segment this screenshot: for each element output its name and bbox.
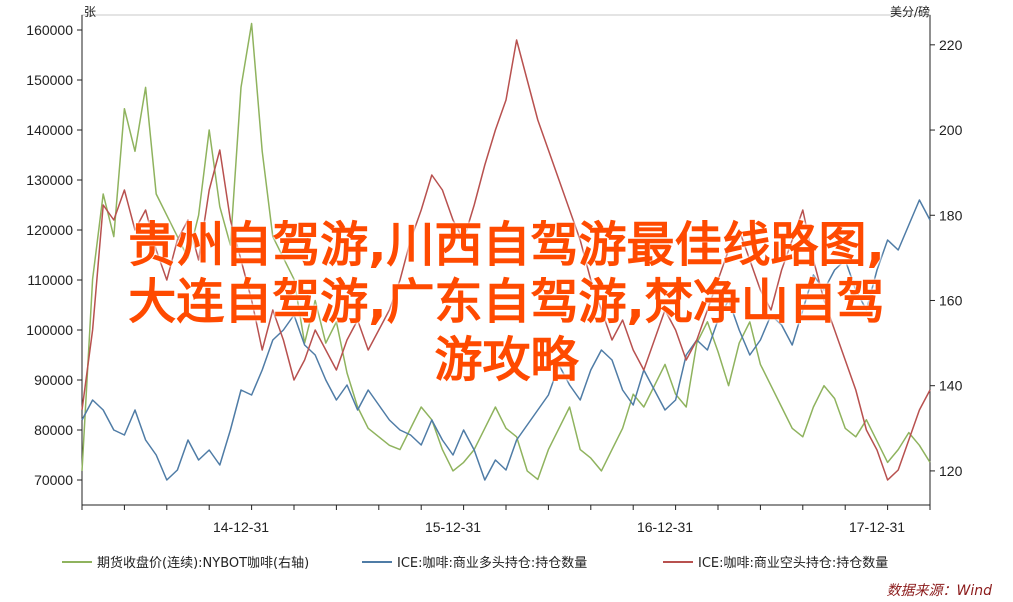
left-tick-label: 100000 bbox=[26, 322, 73, 338]
x-tick-label: 14-12-31 bbox=[213, 519, 269, 535]
left-tick-label: 140000 bbox=[26, 122, 73, 138]
legend: 期货收盘价(连续):NYBOT咖啡(右轴) ICE:咖啡:商业多头持仓:持仓数量… bbox=[62, 555, 888, 571]
legend-label-short-positions: ICE:咖啡:商业空头持仓:持仓数量 bbox=[698, 556, 888, 571]
left-tick-label: 150000 bbox=[26, 72, 73, 88]
series-commercial-long-positions bbox=[81, 199, 931, 481]
right-tick-label: 180 bbox=[939, 207, 963, 223]
headline-line-1: 贵州自驾游,川西自驾游最佳线路图, bbox=[128, 217, 885, 273]
right-axis-unit: 美分/磅 bbox=[890, 4, 930, 19]
left-axis-unit: 张 bbox=[84, 5, 96, 19]
headline-line-3: 游攻略 bbox=[434, 332, 579, 388]
left-tick-label: 80000 bbox=[34, 422, 73, 438]
right-tick-label: 200 bbox=[939, 122, 963, 138]
headline-line-2: 大连自驾游,广东自驾游,梵净山自驾 bbox=[128, 274, 885, 330]
right-tick-label: 140 bbox=[939, 378, 963, 394]
legend-label-nybot-coffee: 期货收盘价(连续):NYBOT咖啡(右轴) bbox=[97, 555, 309, 571]
x-tick-label: 16-12-31 bbox=[637, 519, 693, 535]
legend-label-long-positions: ICE:咖啡:商业多头持仓:持仓数量 bbox=[397, 555, 587, 571]
left-tick-label: 70000 bbox=[34, 472, 73, 488]
left-tick-label: 90000 bbox=[34, 372, 73, 388]
data-source: 数据来源：Wind bbox=[887, 583, 993, 599]
series-nybot-coffee-price bbox=[81, 22, 931, 481]
left-tick-label: 110000 bbox=[27, 272, 73, 288]
right-tick-label: 220 bbox=[939, 37, 963, 53]
series-lines bbox=[81, 22, 931, 481]
right-tick-label: 160 bbox=[939, 292, 963, 308]
left-tick-label: 130000 bbox=[26, 172, 73, 188]
left-tick-label: 120000 bbox=[26, 222, 73, 238]
x-tick-label: 15-12-31 bbox=[425, 519, 481, 535]
right-axis-ticks: 120 140 160 180 200 220 bbox=[930, 37, 963, 479]
x-tick-label: 17-12-31 bbox=[849, 519, 905, 535]
left-axis-ticks: 70000 80000 90000 100000 110000 120000 130000 1… bbox=[26, 22, 82, 488]
x-axis-ticks: 14-12-31 15-12-31 16-12-31 17-12-31 bbox=[81, 505, 931, 535]
left-tick-label: 160000 bbox=[26, 22, 73, 38]
right-tick-label: 120 bbox=[939, 463, 963, 479]
series-commercial-short-positions bbox=[81, 39, 931, 481]
